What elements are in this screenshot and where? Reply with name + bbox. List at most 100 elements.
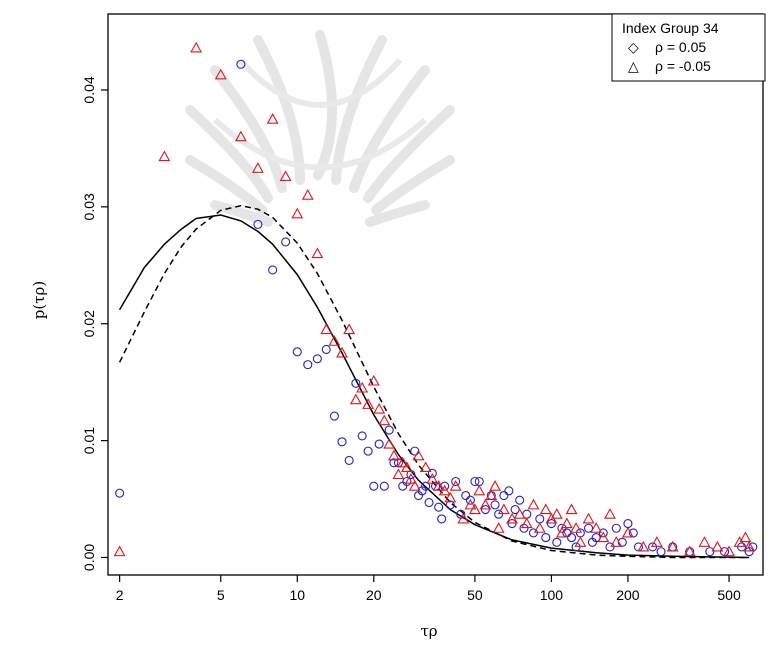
triangle-point — [479, 498, 492, 510]
triangle-point — [489, 480, 501, 491]
x-tick-label: 5 — [217, 587, 225, 603]
circle-point — [552, 537, 562, 547]
plot-area — [107, 13, 764, 576]
triangle-point — [343, 323, 356, 335]
legend-marker-triangle: △ — [628, 58, 639, 74]
triangle-point — [373, 402, 386, 414]
triangle-point — [383, 437, 396, 449]
legend-title: Index Group 34 — [622, 20, 719, 36]
triangle-point — [457, 512, 470, 524]
circle-point — [357, 431, 367, 441]
circle-point — [546, 519, 556, 529]
circle-point — [494, 509, 504, 519]
triangle-point — [449, 480, 462, 491]
triangle-point — [539, 503, 552, 515]
circle-point — [440, 481, 450, 491]
triangle-point — [597, 531, 610, 543]
y-tick-label: 0.02 — [81, 310, 97, 337]
triangle-point — [527, 498, 540, 510]
x-tick-label: 50 — [467, 587, 483, 603]
triangle-point — [604, 508, 616, 519]
triangle-point — [301, 189, 314, 200]
circle-point — [337, 437, 347, 447]
triangle-point — [438, 484, 451, 496]
circle-point — [384, 425, 394, 435]
triangle-point — [404, 473, 417, 484]
triangle-point — [251, 162, 264, 173]
triangle-point — [378, 414, 391, 426]
triangle-point — [723, 545, 735, 557]
circle-point — [434, 502, 444, 512]
triangle-point — [698, 536, 711, 547]
triangle-point — [582, 512, 595, 524]
triangle-point — [426, 473, 439, 484]
triangle-point — [396, 456, 409, 468]
triangle-point — [387, 449, 400, 461]
triangle-point — [464, 498, 477, 510]
legend-label-rho-neg: ρ = -0.05 — [655, 58, 711, 74]
triangle-point — [590, 522, 603, 533]
triangle-point — [328, 335, 341, 346]
circle-point — [504, 486, 514, 496]
circle-point — [737, 542, 747, 552]
circle-point — [369, 481, 379, 491]
triangle-point — [565, 503, 578, 515]
circle-point — [584, 523, 594, 533]
triangle-point — [266, 113, 279, 124]
triangle-point — [739, 531, 752, 543]
circle-point — [451, 476, 461, 487]
triangle-point — [610, 536, 623, 547]
triangle-point — [711, 540, 724, 552]
triangle-point — [412, 449, 425, 461]
circle-point — [623, 519, 633, 529]
circle-point — [421, 481, 431, 491]
circle-point — [480, 504, 490, 515]
triangle-point — [492, 522, 505, 533]
circle-point — [515, 495, 525, 505]
triangle-point — [637, 540, 650, 552]
circle-point — [115, 488, 125, 498]
triangle-point — [392, 468, 405, 480]
circle-point — [571, 542, 581, 552]
triangle-point — [550, 508, 563, 519]
watermark-emblem — [185, 30, 455, 227]
legend-box — [611, 13, 766, 82]
circle-point — [541, 533, 551, 543]
triangle-point — [408, 480, 421, 491]
circle-point — [303, 360, 313, 370]
circle-point — [611, 523, 621, 533]
circle-point — [465, 495, 475, 505]
triangle-point — [570, 522, 582, 533]
x-tick-label: 100 — [540, 587, 564, 603]
y-tick-label: 0.03 — [81, 193, 97, 220]
circle-point — [410, 446, 420, 456]
x-tick-label: 10 — [289, 587, 305, 603]
circle-point — [351, 378, 361, 388]
circle-point — [519, 523, 529, 533]
circle-point — [292, 347, 302, 357]
triangle-point — [214, 68, 227, 80]
circle-point — [236, 59, 246, 69]
circle-point — [329, 411, 339, 421]
triangle-point — [513, 508, 526, 519]
triangle-point — [367, 374, 380, 386]
x-axis-title: τρ — [420, 622, 437, 640]
triangle-point — [556, 526, 568, 538]
triangle-point — [621, 526, 634, 538]
circle-point — [507, 519, 517, 529]
circle-point — [379, 481, 389, 491]
triangle-point — [650, 536, 663, 547]
triangle-point — [311, 247, 324, 259]
circle-point — [281, 237, 291, 247]
circle-point — [312, 354, 322, 364]
x-tick-label: 200 — [616, 587, 640, 603]
circle-point — [402, 476, 412, 487]
triangle-point — [291, 207, 304, 219]
circle-point — [566, 533, 577, 543]
triangle-point — [400, 461, 413, 473]
y-axis-title: p(τρ) — [30, 281, 48, 319]
circle-point — [535, 514, 545, 524]
triangle-point — [190, 41, 203, 53]
circle-point — [321, 344, 331, 354]
triangle-point — [533, 522, 546, 533]
